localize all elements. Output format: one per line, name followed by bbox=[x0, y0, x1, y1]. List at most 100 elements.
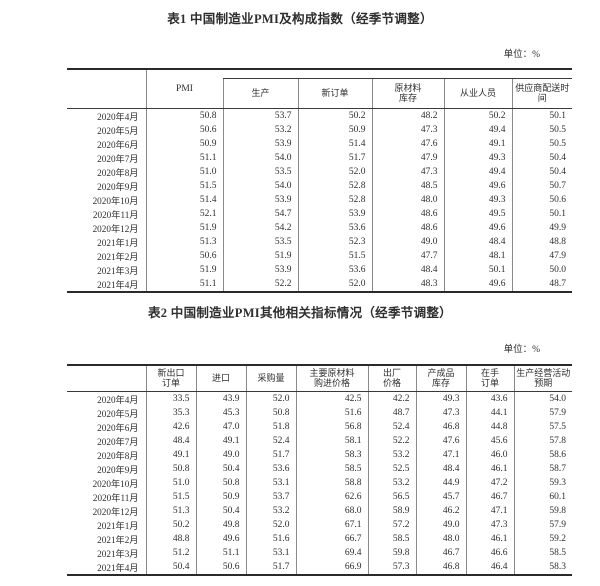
row-date: 2020年7月 bbox=[97, 153, 139, 164]
value-cell: 50.8 bbox=[145, 461, 196, 476]
value-cell: 51.4 bbox=[145, 192, 223, 207]
value-cell: 49.0 bbox=[195, 447, 246, 462]
table-row: 2020年7月 48.4 49.1 52.4 58.1 52.2 47.6 45.6 57.8 bbox=[67, 433, 572, 448]
value-cell: 47.3 bbox=[415, 405, 466, 420]
row-date: 2020年11月 bbox=[92, 492, 139, 503]
value-cell: 49.9 bbox=[511, 220, 572, 235]
value-cell: 45.6 bbox=[465, 433, 514, 448]
value-cell: 50.6 bbox=[195, 559, 246, 575]
value-cell: 48.5 bbox=[371, 178, 444, 193]
table1-unit-label: 单位：% bbox=[503, 50, 540, 60]
value-cell: 51.7 bbox=[297, 150, 372, 165]
value-cell: 50.2 bbox=[443, 108, 512, 123]
row-date: 2020年12月 bbox=[92, 223, 139, 234]
value-cell: 48.0 bbox=[371, 192, 444, 207]
corner-cell bbox=[67, 69, 146, 109]
value-cell: 48.8 bbox=[511, 234, 572, 249]
value-cell: 54.0 bbox=[222, 178, 298, 193]
value-cell: 58.5 bbox=[367, 531, 416, 546]
value-cell: 53.6 bbox=[245, 461, 296, 476]
table1-header-row-sub: 生产 新订单 原材料库存 从业人员 供应商配送时间 bbox=[67, 78, 572, 109]
value-cell: 49.0 bbox=[371, 234, 444, 249]
value-cell: 58.5 bbox=[513, 545, 572, 560]
table1-title: 表1 中国制造业PMI及构成指数（经季节调整） bbox=[167, 12, 433, 26]
col-header-input-prices: 主要原材料购进价格 bbox=[295, 365, 368, 392]
value-cell: 46.8 bbox=[415, 419, 466, 434]
value-cell: 49.5 bbox=[443, 206, 512, 221]
value-cell: 52.5 bbox=[367, 461, 416, 476]
value-cell: 50.1 bbox=[443, 262, 512, 277]
value-cell: 49.6 bbox=[195, 531, 246, 546]
table-row: 2020年9月 50.8 50.4 53.6 58.5 52.5 48.4 46.1 58.7 bbox=[67, 461, 572, 476]
value-cell: 51.8 bbox=[245, 419, 296, 434]
table-row: 2020年11月 51.5 50.9 53.7 62.6 56.5 45.7 46.7 60.1 bbox=[67, 489, 572, 504]
table-row: 2020年8月 49.1 49.0 51.7 58.3 53.2 47.1 46.0 58.6 bbox=[67, 447, 572, 462]
value-cell: 53.9 bbox=[222, 262, 298, 277]
table-row: 2020年8月 51.0 53.5 52.0 47.3 49.4 50.4 bbox=[67, 164, 572, 179]
col-header-production: 生产 bbox=[222, 78, 298, 109]
col-header-backlog-orders: 在手订单 bbox=[465, 365, 514, 392]
row-date: 2021年2月 bbox=[97, 251, 139, 262]
value-cell: 52.8 bbox=[297, 178, 372, 193]
value-cell: 48.3 bbox=[371, 276, 444, 292]
row-date: 2020年8月 bbox=[97, 167, 139, 178]
value-cell: 42.2 bbox=[367, 391, 416, 406]
col-header-purchasing-volume: 采购量 bbox=[245, 365, 296, 392]
value-cell: 52.8 bbox=[297, 192, 372, 207]
value-cell: 51.2 bbox=[145, 545, 196, 560]
value-cell: 50.2 bbox=[145, 517, 196, 532]
header-spacer bbox=[223, 69, 572, 79]
col-header-pmi: PMI bbox=[145, 69, 223, 109]
value-cell: 53.9 bbox=[297, 206, 372, 221]
value-cell: 50.5 bbox=[511, 136, 572, 151]
table-row: 2020年4月 33.5 43.9 52.0 42.5 42.2 49.3 43.6 54.0 bbox=[67, 391, 572, 406]
value-cell: 48.4 bbox=[371, 262, 444, 277]
value-cell: 42.5 bbox=[295, 391, 368, 406]
value-cell: 53.1 bbox=[245, 545, 296, 560]
pmi-other-indicators-table: 新出口订单 进口 采购量 主要原材料购进价格 出厂价格 产成品库存 在手订单 生… bbox=[67, 364, 572, 576]
value-cell: 45.7 bbox=[415, 489, 466, 504]
value-cell: 52.1 bbox=[145, 206, 223, 221]
value-cell: 33.5 bbox=[145, 391, 196, 406]
value-cell: 44.1 bbox=[465, 405, 514, 420]
table-row: 2020年11月 52.1 54.7 53.9 48.6 49.5 50.1 bbox=[67, 206, 572, 221]
value-cell: 49.6 bbox=[443, 276, 512, 292]
col-header-new-orders: 新订单 bbox=[297, 78, 372, 109]
pmi-composition-table: PMI 生产 新订单 原材料库存 从业人员 供应商配送时间 2020年4月 50.… bbox=[67, 68, 572, 293]
table2-header-row: 新出口订单 进口 采购量 主要原材料购进价格 出厂价格 产成品库存 在手订单 生… bbox=[67, 365, 572, 392]
value-cell: 49.1 bbox=[145, 447, 196, 462]
value-cell: 46.4 bbox=[465, 559, 514, 575]
value-cell: 50.5 bbox=[511, 122, 572, 137]
value-cell: 43.6 bbox=[465, 391, 514, 406]
col-header-output-prices: 出厂价格 bbox=[367, 365, 416, 392]
value-cell: 52.0 bbox=[245, 391, 296, 406]
row-date: 2021年2月 bbox=[97, 534, 139, 545]
value-cell: 50.6 bbox=[145, 122, 223, 137]
value-cell: 51.0 bbox=[145, 164, 223, 179]
value-cell: 53.7 bbox=[245, 489, 296, 504]
value-cell: 51.5 bbox=[145, 489, 196, 504]
col-header-raw-material-inventory: 原材料库存 bbox=[371, 78, 444, 109]
value-cell: 53.1 bbox=[245, 475, 296, 490]
value-cell: 66.9 bbox=[295, 559, 368, 575]
value-cell: 48.2 bbox=[371, 108, 444, 123]
value-cell: 53.5 bbox=[222, 164, 298, 179]
value-cell: 58.7 bbox=[513, 461, 572, 476]
corner-cell bbox=[67, 365, 146, 392]
row-date: 2020年6月 bbox=[97, 422, 139, 433]
value-cell: 53.9 bbox=[222, 136, 298, 151]
value-cell: 49.3 bbox=[415, 391, 466, 406]
table-row: 2021年2月 50.6 51.9 51.5 47.7 48.1 47.9 bbox=[67, 248, 572, 263]
value-cell: 48.6 bbox=[371, 206, 444, 221]
value-cell: 35.3 bbox=[145, 405, 196, 420]
value-cell: 52.2 bbox=[222, 276, 298, 292]
value-cell: 49.4 bbox=[443, 122, 512, 137]
value-cell: 59.2 bbox=[513, 531, 572, 546]
value-cell: 51.7 bbox=[245, 447, 296, 462]
value-cell: 49.1 bbox=[443, 136, 512, 151]
value-cell: 52.0 bbox=[297, 164, 372, 179]
value-cell: 51.4 bbox=[297, 136, 372, 151]
value-cell: 50.4 bbox=[195, 503, 246, 518]
value-cell: 46.2 bbox=[415, 503, 466, 518]
row-date: 2020年5月 bbox=[97, 125, 139, 136]
